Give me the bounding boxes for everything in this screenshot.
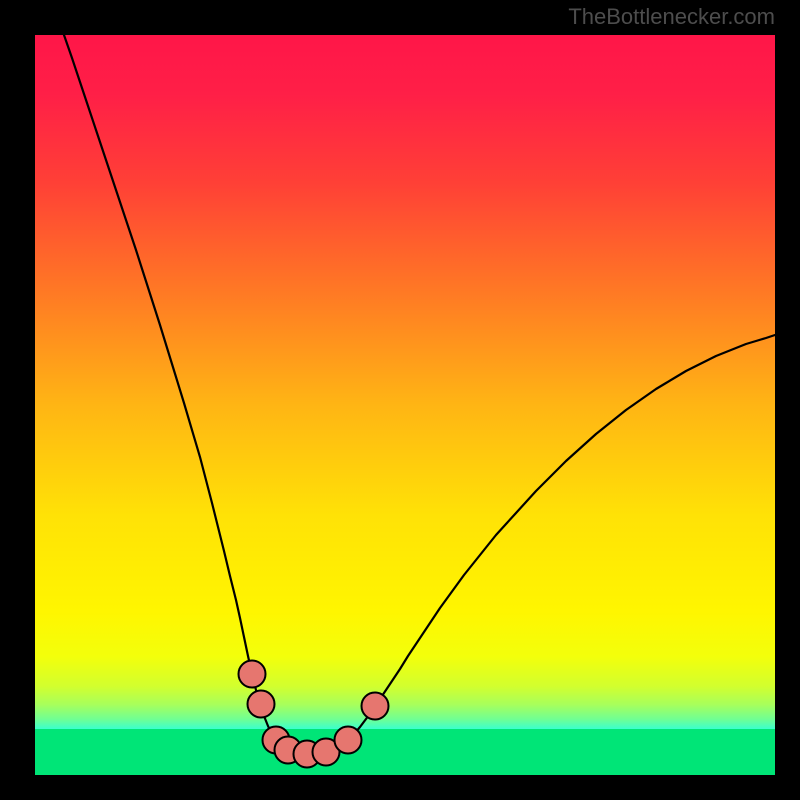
chart-stage: TheBottlenecker.com	[0, 0, 800, 800]
plot-gradient-background	[35, 35, 775, 775]
watermark-text: TheBottlenecker.com	[568, 4, 775, 30]
